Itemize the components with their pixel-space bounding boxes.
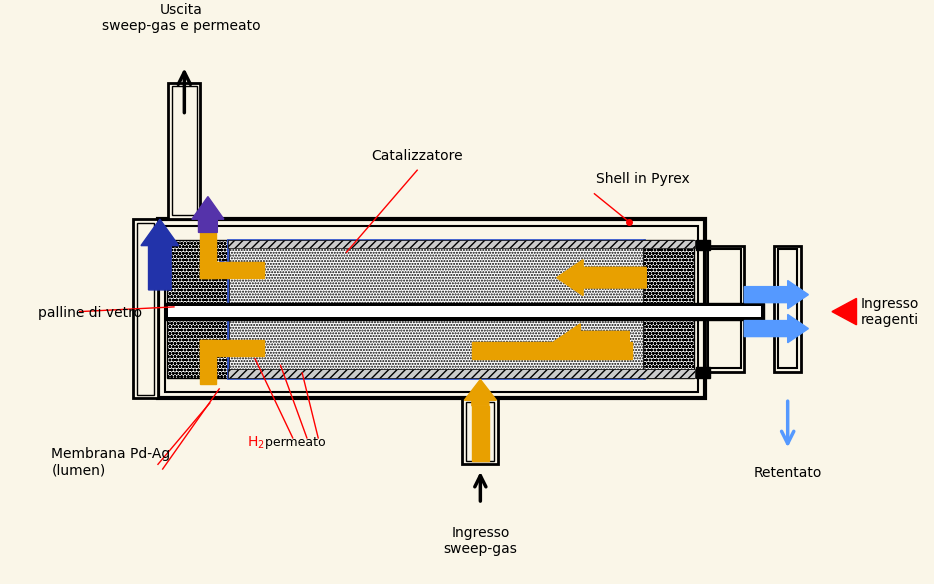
- Bar: [229, 242, 644, 376]
- Bar: [201, 340, 217, 384]
- Bar: [228, 240, 695, 248]
- Polygon shape: [141, 219, 178, 290]
- Bar: [472, 406, 488, 461]
- Text: Ingresso
reagenti: Ingresso reagenti: [860, 297, 919, 326]
- Bar: [696, 240, 711, 251]
- Text: Catalizzatore: Catalizzatore: [372, 149, 463, 163]
- Polygon shape: [464, 380, 496, 406]
- Text: Retentato: Retentato: [754, 466, 822, 480]
- Text: Ingresso
sweep-gas: Ingresso sweep-gas: [444, 526, 517, 556]
- Bar: [228, 369, 695, 378]
- Text: Uscita
sweep-gas e permeato: Uscita sweep-gas e permeato: [102, 4, 261, 33]
- Bar: [709, 249, 741, 368]
- Polygon shape: [554, 324, 630, 360]
- Bar: [778, 249, 797, 368]
- Bar: [137, 223, 154, 395]
- Bar: [696, 367, 711, 378]
- Bar: [158, 219, 705, 398]
- Text: Membrana Pd-Ag
(lumen): Membrana Pd-Ag (lumen): [51, 447, 171, 478]
- Bar: [201, 232, 217, 277]
- Bar: [168, 306, 761, 317]
- Bar: [172, 86, 196, 215]
- Polygon shape: [744, 314, 809, 343]
- Bar: [201, 340, 264, 356]
- Bar: [462, 398, 498, 464]
- Text: permeato: permeato: [261, 436, 325, 449]
- Bar: [164, 226, 698, 392]
- Bar: [134, 219, 158, 398]
- Bar: [167, 240, 229, 378]
- Text: palline di vetro: palline di vetro: [38, 307, 142, 321]
- Text: H$_2$: H$_2$: [248, 434, 265, 451]
- Bar: [201, 262, 264, 277]
- Polygon shape: [744, 280, 809, 309]
- Bar: [705, 246, 744, 372]
- Bar: [472, 342, 632, 359]
- Text: Shell in Pyrex: Shell in Pyrex: [596, 172, 690, 186]
- Polygon shape: [832, 298, 856, 325]
- Bar: [774, 246, 800, 372]
- Bar: [466, 402, 494, 461]
- Bar: [228, 240, 644, 378]
- Polygon shape: [557, 260, 646, 296]
- Bar: [168, 82, 201, 219]
- Polygon shape: [191, 197, 224, 232]
- Bar: [644, 240, 694, 378]
- Bar: [165, 303, 764, 320]
